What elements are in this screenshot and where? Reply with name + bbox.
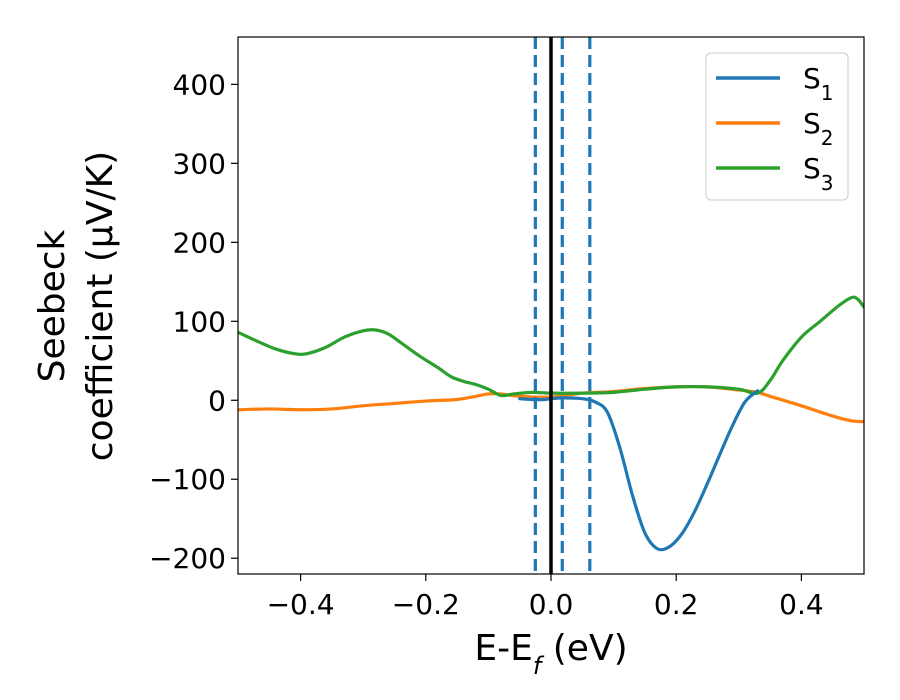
x-tick-label: 0.0 — [529, 588, 574, 621]
y-axis-title-line2: coefficient (μV/K) — [80, 151, 121, 461]
y-axis-title-line1: Seebeck — [32, 229, 73, 382]
y-tick-label: 200 — [173, 226, 226, 259]
y-tick-label: 100 — [173, 305, 226, 338]
reference-lines — [533, 37, 592, 574]
y-tick-label: 0 — [208, 384, 226, 417]
x-tick-label: −0.4 — [267, 588, 335, 621]
x-tick-label: 0.4 — [779, 588, 824, 621]
y-tick-label: −200 — [149, 542, 226, 575]
y-tick-label: −100 — [149, 463, 226, 496]
legend-label-S2: S2 — [803, 107, 834, 150]
legend-label-S1: S1 — [803, 62, 834, 105]
x-axis-title: E-Ef (eV) — [474, 628, 627, 680]
x-tick-label: −0.2 — [392, 588, 460, 621]
y-axis: −200 −100 0 100 200 300 400 — [149, 68, 238, 575]
legend-box — [705, 52, 849, 201]
x-axis: −0.4 −0.2 0.0 0.2 0.4 — [267, 574, 824, 621]
y-tick-label: 400 — [173, 68, 226, 101]
y-tick-label: 300 — [173, 147, 226, 180]
series-line-S1 — [518, 389, 760, 552]
x-tick-label: 0.2 — [654, 588, 699, 621]
series-line-S3 — [238, 295, 864, 398]
legend-label-S3: S3 — [803, 152, 834, 195]
